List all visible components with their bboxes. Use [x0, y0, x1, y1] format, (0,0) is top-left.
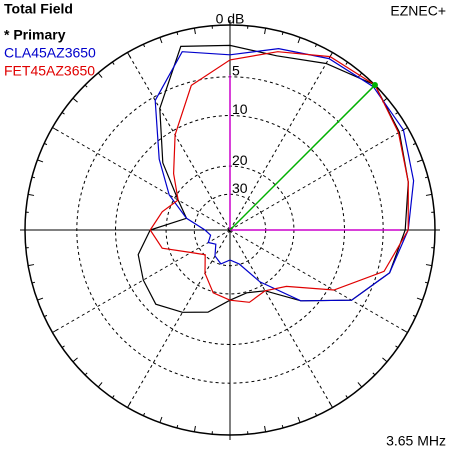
legend-label: FET45AZ3650 [4, 63, 95, 79]
angle-tick [193, 28, 196, 35]
angle-tick [28, 264, 35, 267]
angle-tick [72, 97, 78, 103]
radial-line [229, 52, 333, 231]
angle-tick [425, 193, 432, 196]
angle-tick [159, 416, 163, 423]
angle-tick [402, 329, 408, 333]
angle-tick [297, 416, 301, 423]
radial-line [229, 229, 408, 333]
traces [137, 44, 415, 313]
angle-tick [264, 28, 267, 35]
angle-tick [416, 159, 423, 163]
angle-tick [72, 357, 78, 363]
radial-line [52, 127, 231, 231]
chart-title: Total Field [4, 1, 73, 17]
pattern-trace [154, 47, 415, 302]
angle-tick [97, 72, 103, 78]
angle-tick [127, 52, 131, 58]
angle-tick [357, 382, 363, 388]
angle-tick [159, 37, 163, 44]
ring [24, 24, 436, 436]
angle-tick [127, 402, 131, 408]
ring-label: 5 [232, 63, 240, 79]
ring-label: 0 dB [216, 11, 245, 27]
radial-line [127, 52, 231, 231]
angle-tick [425, 264, 432, 267]
angle-tick [37, 159, 44, 163]
ring-label: 20 [232, 152, 248, 168]
angle-tick [193, 425, 196, 432]
angle-tick [52, 329, 58, 333]
angle-tick [416, 297, 423, 301]
ring-label: 10 [232, 101, 248, 117]
legend-label: * Primary [4, 27, 66, 43]
radial-line [127, 229, 231, 408]
angle-tick [52, 127, 58, 131]
angle-tick [382, 357, 388, 363]
radial-line [229, 229, 333, 408]
angle-tick [264, 425, 267, 432]
angle-tick [297, 37, 301, 44]
frequency-label: 3.65 MHz [386, 433, 446, 449]
angle-tick [329, 402, 333, 408]
pattern-trace [149, 51, 409, 303]
program-label: EZNEC+ [390, 3, 446, 19]
radial-line [229, 127, 408, 231]
max-gain-dot [371, 82, 378, 89]
angle-tick [28, 193, 35, 196]
ring-label: 30 [232, 180, 248, 196]
max-gain-line [229, 84, 376, 231]
angle-tick [97, 382, 103, 388]
angle-tick [37, 297, 44, 301]
radial-line [52, 229, 231, 333]
legend-label: CLA45AZ3650 [4, 45, 96, 61]
